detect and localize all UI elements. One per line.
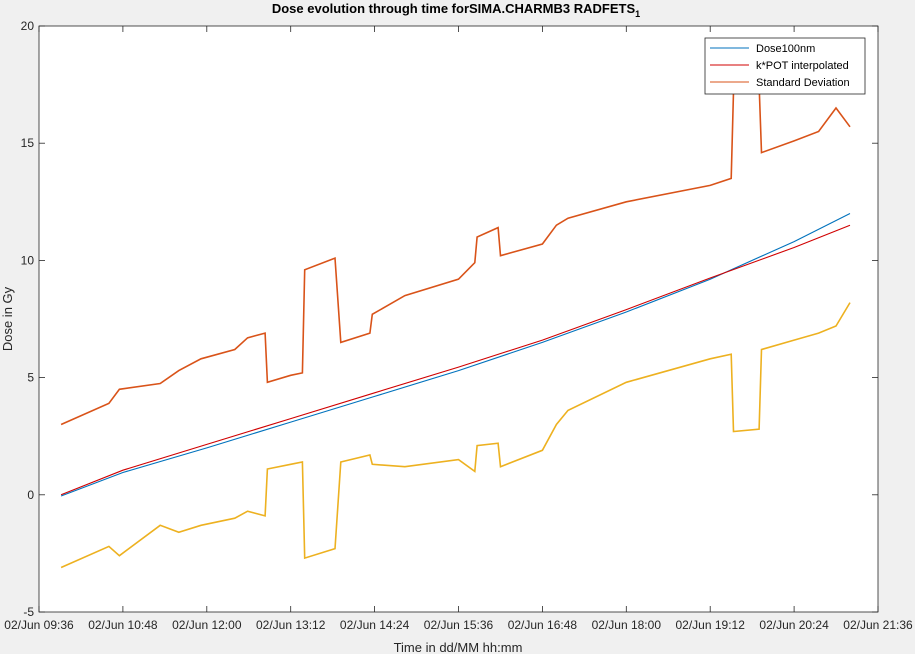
x-tick-label: 02/Jun 14:24: [340, 618, 410, 632]
series-line-unnamed-3: [60, 302, 851, 569]
y-tick-label: -5: [23, 605, 34, 619]
y-tick-label: 20: [21, 19, 35, 33]
y-tick-label: 10: [21, 253, 35, 267]
y-tick-label: 5: [27, 371, 34, 385]
x-tick-label: 02/Jun 19:12: [675, 618, 745, 632]
legend: Dose100nm k*POT interpolated Standard De…: [704, 37, 866, 95]
x-tick-label: 02/Jun 12:00: [172, 618, 242, 632]
y-tick-label: 15: [21, 136, 35, 150]
title-subscript: 1: [635, 9, 640, 19]
chart-title: Dose evolution through time forSIMA.CHAR…: [272, 1, 640, 19]
x-tick-label: 02/Jun 21:36: [843, 618, 913, 632]
legend-entry-kpot: k*POT interpolated: [756, 60, 849, 72]
y-axis-label: Dose in Gy: [0, 286, 15, 351]
x-tick-label: 02/Jun 09:36: [4, 618, 74, 632]
x-axis: 02/Jun 09:36 02/Jun 10:48 02/Jun 12:00 02/J…: [4, 26, 913, 632]
y-axis: -5 0 5 10 15 20: [21, 19, 878, 619]
x-tick-label: 02/Jun 15:36: [424, 618, 494, 632]
x-tick-label: 02/Jun 13:12: [256, 618, 326, 632]
x-tick-label: 02/Jun 10:48: [88, 618, 158, 632]
x-tick-label: 02/Jun 16:48: [508, 618, 578, 632]
x-axis-label: Time in dd/MM hh:mm: [394, 640, 523, 654]
legend-entry-dose100nm: Dose100nm: [756, 43, 815, 55]
y-tick-label: 0: [27, 488, 34, 502]
legend-box: [704, 37, 866, 95]
x-tick-label: 02/Jun 20:24: [759, 618, 829, 632]
plot-area: [38, 25, 879, 613]
legend-entry-std: Standard Deviation: [756, 77, 850, 89]
x-tick-label: 02/Jun 18:00: [592, 618, 662, 632]
series-line-dose100nm: [60, 213, 851, 497]
series-line-k-pot-interpolated: [60, 224, 851, 496]
